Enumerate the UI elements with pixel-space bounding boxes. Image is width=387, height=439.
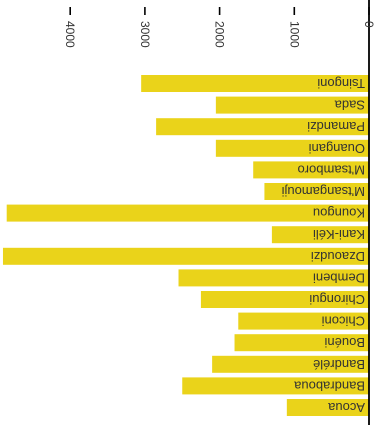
bar-4 bbox=[238, 312, 369, 330]
bar-1 bbox=[182, 377, 369, 395]
bar-9 bbox=[6, 204, 369, 222]
category-label-0: Acoua bbox=[327, 400, 365, 415]
category-label-14: Sada bbox=[334, 98, 365, 113]
category-label-13: Pamandzi bbox=[307, 119, 365, 134]
bar-15 bbox=[141, 75, 369, 92]
bar-2 bbox=[212, 355, 369, 373]
bar-5 bbox=[200, 291, 369, 308]
bar-10 bbox=[264, 183, 369, 200]
bar-3 bbox=[234, 334, 369, 352]
category-label-11: M'tsamboro bbox=[297, 162, 365, 177]
tick-label-5: 5000 bbox=[0, 21, 3, 48]
category-label-6: Dembeni bbox=[313, 270, 365, 285]
category-label-8: Kani-Kéli bbox=[313, 227, 365, 242]
tick-label-4: 4000 bbox=[63, 21, 77, 48]
tick-label-2: 2000 bbox=[213, 21, 227, 48]
bar-13 bbox=[156, 118, 369, 136]
category-label-12: Ouangani bbox=[309, 141, 365, 156]
bar-7 bbox=[2, 247, 369, 265]
bar-14 bbox=[215, 96, 369, 114]
bar-0 bbox=[286, 399, 369, 416]
category-label-15: Tsingoni bbox=[317, 76, 365, 91]
tick-label-3: 3000 bbox=[138, 21, 152, 48]
bar-8 bbox=[271, 226, 369, 244]
category-label-10: M'tsangamouji bbox=[281, 184, 365, 199]
bar-6 bbox=[178, 269, 369, 287]
category-label-9: Koungou bbox=[313, 206, 365, 221]
tick-label-0: 0 bbox=[362, 21, 376, 28]
category-label-3: Bouéni bbox=[324, 335, 365, 350]
bar-12 bbox=[215, 139, 369, 157]
category-label-1: Bandraboua bbox=[293, 378, 365, 393]
category-label-4: Chiconi bbox=[322, 314, 365, 329]
bar-11 bbox=[253, 161, 369, 179]
category-label-2: Bandrélé bbox=[313, 357, 365, 372]
category-label-7: Dzaoudzi bbox=[311, 249, 365, 264]
category-label-5: Chirongui bbox=[309, 292, 365, 307]
tick-label-1: 1000 bbox=[287, 21, 301, 48]
